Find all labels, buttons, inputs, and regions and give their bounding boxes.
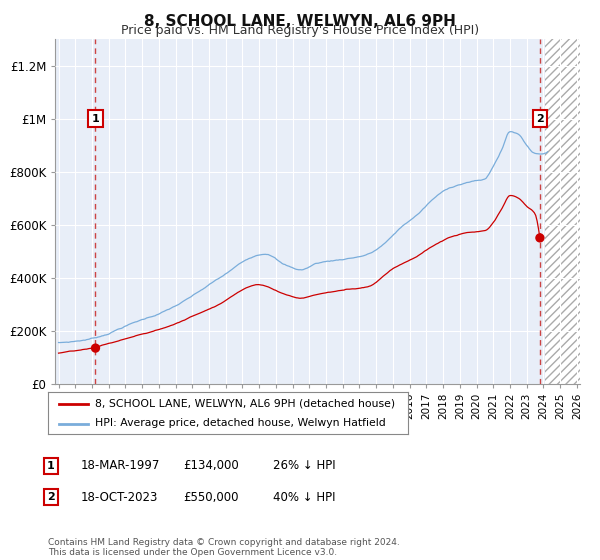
Text: 2: 2 xyxy=(536,114,544,124)
Text: 8, SCHOOL LANE, WELWYN, AL6 9PH (detached house): 8, SCHOOL LANE, WELWYN, AL6 9PH (detache… xyxy=(95,399,395,409)
Text: 18-OCT-2023: 18-OCT-2023 xyxy=(81,491,158,504)
Text: 40% ↓ HPI: 40% ↓ HPI xyxy=(273,491,335,504)
Text: £134,000: £134,000 xyxy=(183,459,239,473)
Text: 18-MAR-1997: 18-MAR-1997 xyxy=(81,459,160,473)
Bar xyxy=(545,39,580,384)
Text: 8, SCHOOL LANE, WELWYN, AL6 9PH: 8, SCHOOL LANE, WELWYN, AL6 9PH xyxy=(144,14,456,29)
Text: £550,000: £550,000 xyxy=(183,491,239,504)
Text: Price paid vs. HM Land Registry's House Price Index (HPI): Price paid vs. HM Land Registry's House … xyxy=(121,24,479,37)
Text: 1: 1 xyxy=(92,114,100,124)
Point xyxy=(535,234,545,242)
Point xyxy=(91,344,100,353)
Text: 1: 1 xyxy=(47,461,55,471)
Text: 2: 2 xyxy=(47,492,55,502)
Bar xyxy=(545,39,580,384)
Text: HPI: Average price, detached house, Welwyn Hatfield: HPI: Average price, detached house, Welw… xyxy=(95,418,386,428)
Text: Contains HM Land Registry data © Crown copyright and database right 2024.
This d: Contains HM Land Registry data © Crown c… xyxy=(48,538,400,557)
Text: 26% ↓ HPI: 26% ↓ HPI xyxy=(273,459,335,473)
